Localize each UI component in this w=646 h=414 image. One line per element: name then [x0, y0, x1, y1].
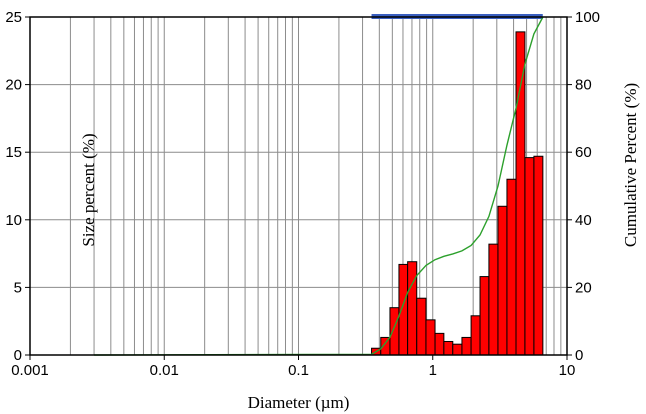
- x-axis-title: Diameter (µm): [248, 393, 350, 412]
- y2-tick-label: 40: [575, 212, 592, 229]
- x-tick-label: 1: [429, 362, 437, 379]
- size-bar: [533, 155, 544, 356]
- y2-tick-label: 80: [575, 77, 592, 94]
- x-tick-label: 0.001: [11, 362, 49, 379]
- size-bar: [506, 178, 517, 356]
- y-tick-label: 0: [14, 347, 22, 364]
- y2-axis-title: Cumulative Percent (%): [621, 83, 640, 247]
- y2-tick-label: 100: [575, 9, 600, 26]
- size-percent-bars: [371, 31, 544, 356]
- cumulative-percent-line: [94, 16, 544, 356]
- x-tick-label: 0.01: [150, 362, 179, 379]
- size-bar: [515, 31, 526, 356]
- y-tick-label: 20: [5, 77, 22, 94]
- size-bar: [488, 243, 499, 356]
- y-tick-label: 10: [5, 212, 22, 229]
- y-axis-title: Size percent (%): [79, 133, 98, 246]
- y2-tick-label: 60: [575, 144, 592, 161]
- size-bar: [461, 336, 472, 356]
- y-tick-label: 25: [5, 9, 22, 26]
- size-bar: [425, 319, 436, 356]
- size-bar: [416, 297, 427, 356]
- cumulative-line-path: [94, 16, 544, 356]
- size-bar: [434, 332, 445, 356]
- x-tick-label: 0.1: [288, 362, 309, 379]
- size-bar: [407, 261, 418, 356]
- size-bar: [452, 343, 463, 356]
- y-tick-label: 5: [14, 279, 22, 296]
- y2-tick-label: 0: [575, 347, 583, 364]
- y-tick-label: 15: [5, 144, 22, 161]
- y2-tick-label: 20: [575, 279, 592, 296]
- size-bar: [497, 205, 508, 356]
- size-bar: [524, 157, 535, 356]
- size-bar: [389, 307, 400, 356]
- size-bar: [398, 263, 409, 356]
- size-bar: [443, 340, 454, 356]
- size-bar: [470, 315, 481, 356]
- x-tick-label: 10: [559, 362, 576, 379]
- size-bar: [479, 276, 490, 356]
